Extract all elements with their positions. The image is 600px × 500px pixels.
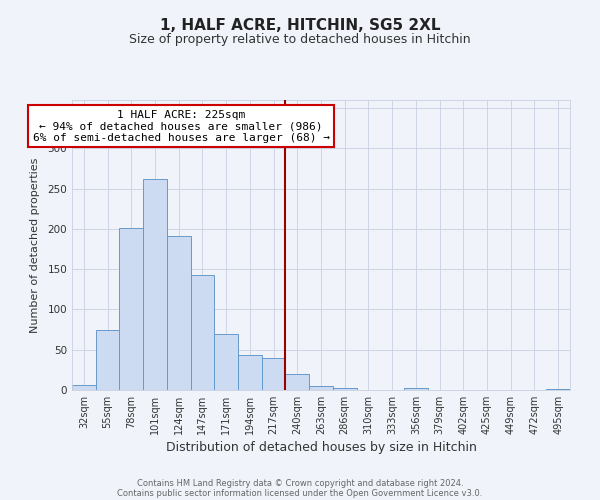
- Bar: [286, 374, 309, 390]
- Bar: [214, 334, 238, 390]
- Bar: [333, 388, 356, 390]
- Bar: [404, 388, 428, 390]
- Text: 1, HALF ACRE, HITCHIN, SG5 2XL: 1, HALF ACRE, HITCHIN, SG5 2XL: [160, 18, 440, 32]
- Text: Size of property relative to detached houses in Hitchin: Size of property relative to detached ho…: [129, 32, 471, 46]
- Text: 1 HALF ACRE: 225sqm
← 94% of detached houses are smaller (986)
6% of semi-detach: 1 HALF ACRE: 225sqm ← 94% of detached ho…: [32, 110, 329, 143]
- Bar: [546, 389, 570, 390]
- Bar: [309, 386, 333, 390]
- Text: Contains HM Land Registry data © Crown copyright and database right 2024.: Contains HM Land Registry data © Crown c…: [137, 478, 463, 488]
- Bar: [191, 275, 214, 390]
- Bar: [119, 228, 143, 390]
- Bar: [143, 179, 167, 390]
- Text: Contains public sector information licensed under the Open Government Licence v3: Contains public sector information licen…: [118, 488, 482, 498]
- X-axis label: Distribution of detached houses by size in Hitchin: Distribution of detached houses by size …: [166, 441, 476, 454]
- Bar: [262, 358, 286, 390]
- Bar: [96, 330, 119, 390]
- Bar: [167, 236, 191, 390]
- Bar: [238, 354, 262, 390]
- Y-axis label: Number of detached properties: Number of detached properties: [31, 158, 40, 332]
- Bar: [72, 385, 96, 390]
